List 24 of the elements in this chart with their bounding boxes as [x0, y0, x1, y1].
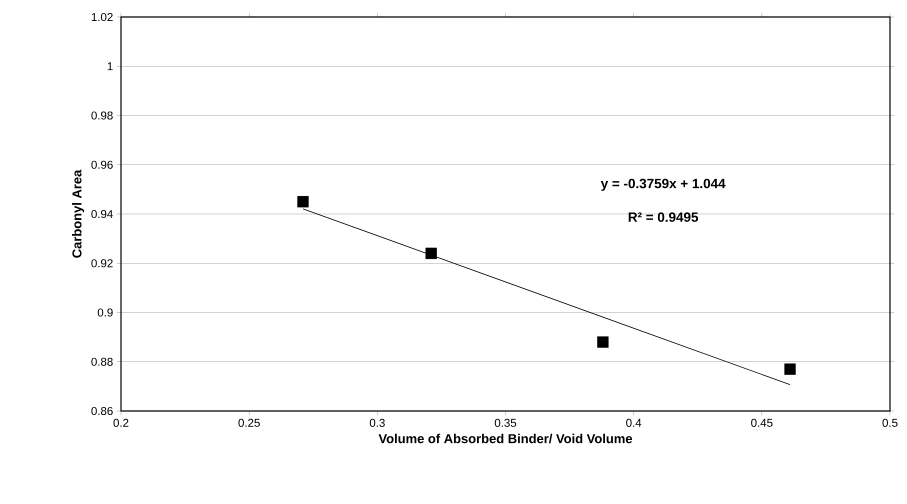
y-tick-label: 0.96 [91, 160, 113, 169]
y-tick-label: 0.9 [98, 308, 113, 317]
y-tick-label: 0.86 [91, 406, 113, 416]
x-tick-label: 0.2 [113, 418, 128, 427]
y-tick-label: 0.94 [91, 210, 113, 218]
x-tick-label: 0.5 [882, 418, 898, 427]
point [784, 363, 796, 375]
y-tick-label: 0.92 [91, 259, 113, 268]
y-tick-label: 0.88 [91, 358, 113, 366]
x-tick-label: 0.25 [238, 418, 260, 427]
x-tick-label: 0.35 [494, 418, 516, 427]
annotation: R² = 0.9495 [628, 212, 698, 222]
x-tick-label: 0.3 [370, 418, 385, 427]
annotation: y = -0.3759x + 1.044 [600, 178, 726, 191]
x-axis-title: Volume of Absorbed Binder/ Void Volume [378, 434, 632, 444]
point [297, 196, 309, 208]
x-tick-label: 0.45 [751, 418, 773, 427]
y-tick-label: 1.02 [92, 12, 113, 22]
x-tick-label: 0.4 [626, 418, 642, 427]
y-tick-label: 1 [108, 62, 113, 70]
point [425, 248, 437, 260]
y-tick-label: 0.98 [91, 111, 113, 120]
y-axis-title: Carbonyl Area [72, 170, 84, 258]
point [597, 336, 609, 348]
